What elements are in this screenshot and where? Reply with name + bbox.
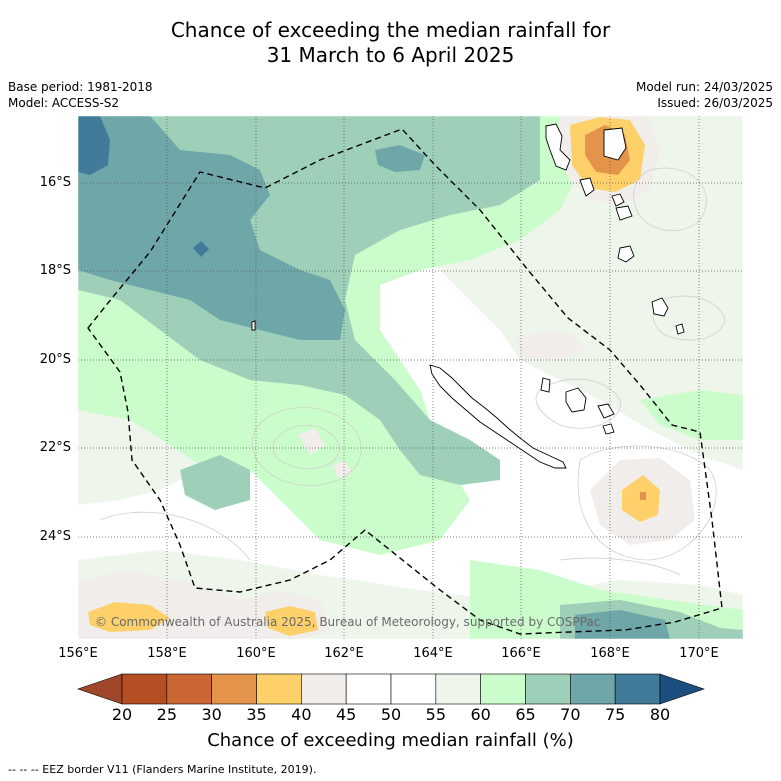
colorbar-tick-label: 70 — [560, 705, 581, 724]
isle-of-pines — [602, 423, 615, 435]
loyalty-island-3 — [597, 403, 615, 419]
colorbar-tick-label: 50 — [380, 705, 402, 724]
issued-text: Issued: 26/03/2025 — [657, 96, 773, 110]
vanuatu-espiritu — [545, 123, 571, 171]
lat-label-24s: 24°S — [39, 529, 71, 544]
vanuatu-malekula — [579, 177, 595, 197]
model-run-text: Model run: 24/03/2025 — [635, 80, 773, 94]
lon-label-166e: 166°E — [501, 646, 541, 661]
meta-left: Base period: 1981-2018 Model: ACCESS-S2 — [8, 79, 153, 111]
lon-label-164e: 164°E — [413, 646, 453, 661]
colorbar-cell — [570, 673, 616, 705]
coastlines — [251, 123, 685, 469]
field-35-40-sw — [88, 602, 170, 632]
colorbar-cell — [390, 673, 437, 705]
colorbar-tick-label: 60 — [470, 705, 491, 724]
colorbar-cell — [480, 673, 526, 705]
eez-footnote: -- -- -- EEZ border V11 (Flanders Marine… — [8, 763, 317, 776]
lon-label-168e: 168°E — [590, 646, 630, 661]
colorbar-label: Chance of exceeding median rainfall (%) — [207, 730, 574, 751]
field-40-45-east2 — [515, 330, 585, 360]
chesterfield-islet — [251, 320, 256, 331]
lat-label-16s: 16°S — [39, 175, 71, 190]
field-60-65-east — [640, 390, 743, 440]
colorbar-cell — [211, 673, 257, 705]
colorbar-tick-label: 20 — [111, 705, 133, 724]
lon-label-156e: 156°E — [58, 646, 98, 661]
new-caledonia-island — [429, 364, 567, 469]
colorbar-tick-label: 55 — [425, 705, 447, 724]
field-35-40-s — [265, 606, 318, 636]
lon-label-158e: 158°E — [147, 646, 187, 661]
lat-label-22s: 22°S — [39, 440, 71, 455]
lon-label-170e: 170°E — [679, 646, 719, 661]
colorbar-tick-label: 65 — [515, 705, 536, 724]
vanuatu-erromango — [615, 205, 633, 221]
loyalty-island-1 — [540, 377, 551, 393]
lon-label-162e: 162°E — [324, 646, 364, 661]
meta-right: Model run: 24/03/2025 Issued: 26/03/2025 — [636, 79, 773, 111]
colorbar-cell — [345, 673, 392, 705]
colorbar-cell — [121, 673, 168, 705]
base-period-text: Base period: 1981-2018 — [8, 80, 153, 94]
colorbar-tick-label: 35 — [246, 705, 267, 724]
map-frame — [77, 115, 744, 640]
colorbar-arrow-high — [659, 673, 705, 705]
title-line-2: 31 March to 6 April 2025 — [266, 43, 515, 67]
hunter-island — [651, 297, 669, 317]
colorbar-cells — [77, 673, 705, 705]
colorbar-cell — [256, 673, 302, 705]
lat-label-18s: 18°S — [39, 263, 71, 278]
colorbar-tick-label: 80 — [649, 705, 671, 724]
eez-border — [87, 128, 723, 635]
colorbar-tick-label: 30 — [201, 705, 222, 724]
colorbar-tick-label: 45 — [335, 705, 357, 724]
field-65-70-blob — [180, 455, 250, 510]
colorbar-cell — [166, 673, 212, 705]
lat-label-20s: 20°S — [39, 352, 71, 367]
loyalty-island-2 — [565, 387, 587, 413]
model-text: Model: ACCESS-S2 — [8, 96, 120, 110]
colorbar-cell — [525, 673, 571, 705]
field-70-75 — [78, 116, 345, 340]
colorbar-tick-label: 40 — [291, 705, 312, 724]
colorbar-tick-label: 75 — [604, 705, 626, 724]
field-75-80-dot — [193, 241, 209, 257]
map-title: Chance of exceeding the median rainfall … — [0, 18, 781, 68]
matthew-island — [675, 323, 685, 335]
colorbar-arrow-low — [77, 673, 123, 705]
field-70-75-se — [575, 610, 670, 639]
copyright-notice: © Commonwealth of Australia 2025, Bureau… — [95, 615, 601, 629]
colorbar-cell — [301, 673, 347, 705]
contour-lines — [99, 167, 726, 576]
field-75-80 — [78, 116, 110, 175]
field-70-75-top — [375, 145, 425, 172]
gridlines — [78, 116, 743, 639]
colorbar-cell — [614, 673, 661, 705]
map-fields — [78, 116, 743, 639]
vanuatu-efate — [611, 193, 625, 207]
title-line-1: Chance of exceeding the median rainfall … — [170, 18, 611, 42]
lon-label-160e: 160°E — [236, 646, 276, 661]
vanuatu-north-ring — [603, 127, 627, 161]
field-30-35-e — [640, 492, 646, 500]
vanuatu-tanna — [617, 245, 635, 263]
colorbar-tick-label: 25 — [156, 705, 178, 724]
colorbar-cell — [435, 673, 481, 705]
